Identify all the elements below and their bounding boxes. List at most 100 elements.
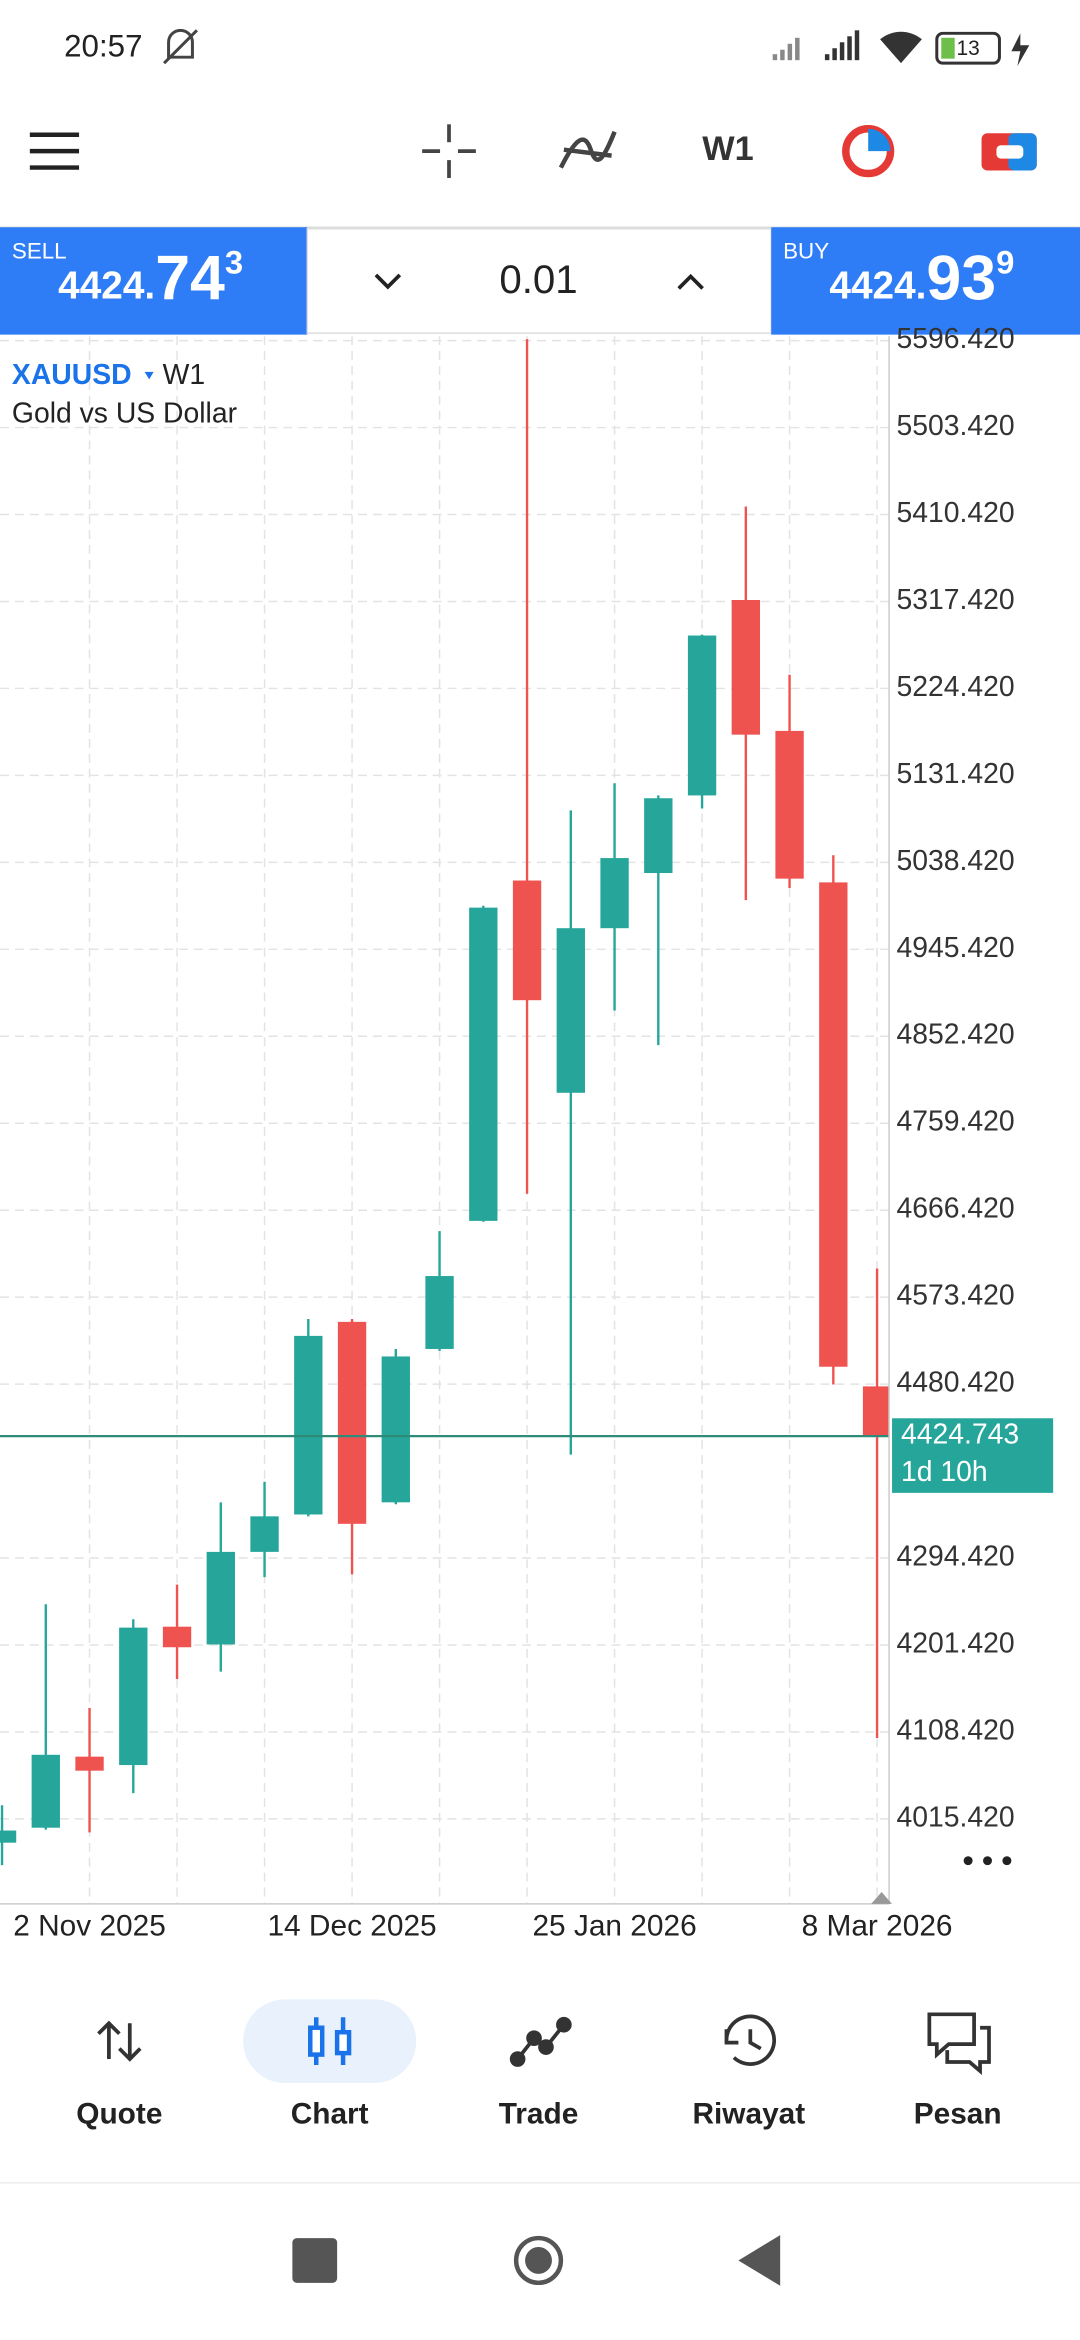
- candle-body: [644, 798, 673, 874]
- nav-item[interactable]: Riwayat: [692, 2098, 805, 2131]
- y-tick-label: 4573.420: [897, 1280, 1015, 1312]
- sell-price: 4424.743: [58, 243, 243, 313]
- candle-body: [119, 1627, 148, 1766]
- candle-body: [294, 1335, 323, 1515]
- price-tag: [892, 1418, 1054, 1493]
- y-tick-label: 5131.420: [897, 758, 1015, 790]
- y-tick-label: 4759.420: [897, 1106, 1015, 1138]
- candle-body: [31, 1754, 60, 1828]
- y-tick-label: 4666.420: [897, 1193, 1015, 1225]
- plot-area: [0, 336, 890, 1904]
- crosshair-button[interactable]: [422, 124, 476, 179]
- mute-icon: [163, 28, 198, 65]
- battery-percent: 13: [957, 37, 980, 60]
- messages-icon: [927, 2012, 991, 2076]
- candle-body: [381, 1356, 410, 1503]
- charging-icon: [1011, 33, 1030, 67]
- nav-item[interactable]: Trade: [499, 2098, 579, 2131]
- volume-down[interactable]: [374, 273, 402, 290]
- nav-item[interactable]: Chart: [291, 2098, 369, 2131]
- x-tick-label: 2 Nov 2025: [13, 1910, 166, 1943]
- battery-icon: [935, 31, 1001, 65]
- nav-item[interactable]: Pesan: [914, 2098, 1002, 2131]
- battery-level: [941, 37, 955, 59]
- scroll-end-marker[interactable]: [871, 1891, 893, 1904]
- trade-button[interactable]: [981, 133, 1037, 171]
- sell-price-prefix: 4424.: [58, 265, 155, 308]
- nav-item[interactable]: Quote: [76, 2098, 162, 2131]
- y-tick-label: 4852.420: [897, 1019, 1015, 1051]
- sell-button[interactable]: SELL 4424.743: [0, 227, 308, 335]
- system-home-dot: [525, 2247, 552, 2274]
- indicators-button[interactable]: [558, 130, 617, 169]
- x-tick-label: 14 Dec 2025: [267, 1910, 436, 1943]
- y-tick-label: 4945.420: [897, 932, 1015, 964]
- y-tick-label: 5410.420: [897, 497, 1015, 529]
- buy-price: 4424.939: [829, 243, 1014, 313]
- price-tag-countdown: 1d 10h: [901, 1456, 988, 1488]
- candle-body: [512, 880, 542, 1001]
- x-tick-label: 25 Jan 2026: [532, 1910, 696, 1943]
- y-tick-label: 4480.420: [897, 1367, 1015, 1399]
- y-tick-label: 5317.420: [897, 584, 1015, 616]
- x-tick-label: 8 Mar 2026: [802, 1910, 953, 1943]
- candle-body: [0, 1830, 17, 1843]
- quote-icon: [97, 2020, 142, 2062]
- y-tick-label: 4201.420: [897, 1627, 1015, 1659]
- candle-body: [687, 635, 717, 796]
- buy-background: [771, 227, 1080, 335]
- buy-price-main: 93: [926, 243, 996, 313]
- signal-icons: [772, 30, 922, 64]
- menu-button[interactable]: [29, 132, 80, 170]
- buy-button[interactable]: BUY 4424.939: [771, 227, 1080, 335]
- history-icon: [724, 2014, 777, 2066]
- candle-body: [600, 858, 629, 929]
- timeframe-button[interactable]: W1: [702, 130, 753, 168]
- price-tag-value: 4424.743: [901, 1419, 1019, 1451]
- volume-up[interactable]: [677, 273, 704, 290]
- trade-icon: [509, 2016, 572, 2067]
- candle-body: [819, 882, 848, 1367]
- objects-button[interactable]: [842, 125, 895, 178]
- y-tick-label: 5503.420: [897, 410, 1015, 442]
- buy-price-prefix: 4424.: [829, 265, 926, 308]
- chart-icon: [308, 2017, 352, 2066]
- y-tick-label: 5038.420: [897, 845, 1015, 877]
- chart-symbol[interactable]: XAUUSD: [12, 359, 132, 391]
- y-tick-label: 4108.420: [897, 1714, 1015, 1746]
- y-tick-label: 5224.420: [897, 671, 1015, 703]
- candle-body: [469, 907, 498, 1221]
- nav-active-pill: [243, 1999, 417, 2083]
- system-back[interactable]: [738, 2235, 781, 2286]
- candle-body: [337, 1321, 367, 1524]
- system-home[interactable]: [513, 2235, 564, 2286]
- candle-body: [250, 1516, 279, 1552]
- y-tick-label: 4015.420: [897, 1801, 1015, 1833]
- more-button[interactable]: [963, 1856, 1012, 1866]
- sell-price-sup: 3: [225, 243, 243, 280]
- volume[interactable]: 0.01: [499, 257, 577, 302]
- buy-price-sup: 9: [996, 243, 1014, 280]
- bottom-nav: Quote Chart Trade Riwayat Pesan: [76, 1999, 1002, 2131]
- y-tick-label: 4294.420: [897, 1541, 1015, 1573]
- candle-body: [862, 1386, 890, 1437]
- sell-price-main: 74: [155, 243, 225, 313]
- candle-body: [162, 1626, 192, 1648]
- y-tick-label: 5596.420: [897, 323, 1015, 355]
- candle-body: [731, 600, 760, 735]
- candle-body: [75, 1756, 104, 1771]
- chart-timeframe: W1: [163, 359, 206, 391]
- candle-body: [556, 928, 585, 1093]
- chart: 4015.420 4108.420 4201.420 4294.420 4480.420…: [0, 323, 1054, 1943]
- status-time: 20:57: [64, 29, 142, 64]
- buy-label: BUY: [783, 239, 829, 264]
- sell-label: SELL: [12, 239, 67, 264]
- system-recents[interactable]: [292, 2238, 338, 2283]
- symbol-dropdown[interactable]: [144, 371, 154, 380]
- sell-background: [0, 227, 308, 335]
- chart-subtitle: Gold vs US Dollar: [12, 398, 237, 430]
- candle-body: [425, 1276, 454, 1349]
- candle-body: [206, 1551, 235, 1645]
